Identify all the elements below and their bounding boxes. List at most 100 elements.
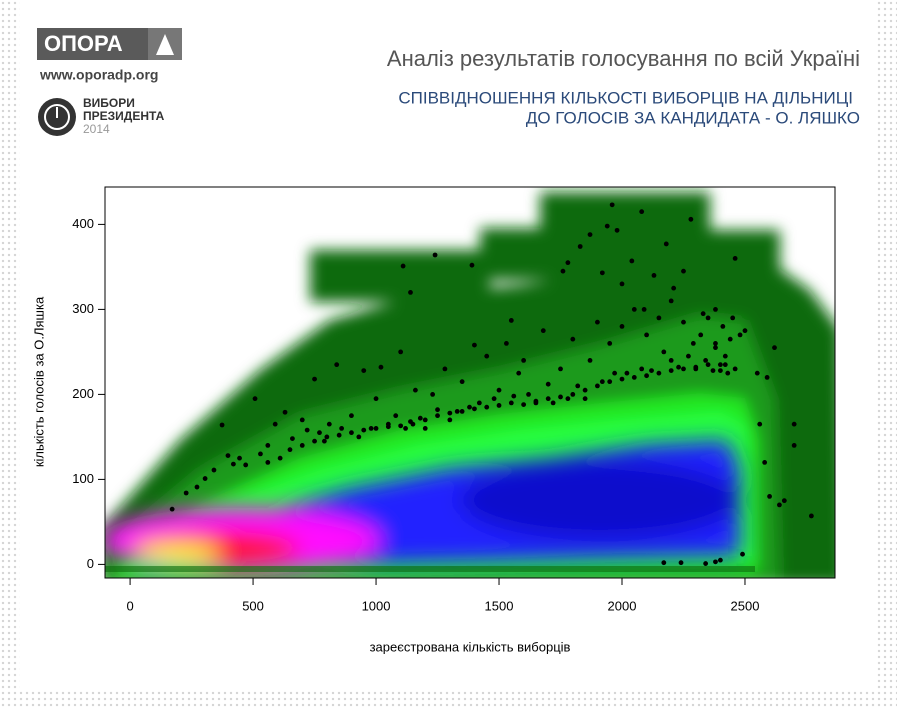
point [356,434,362,440]
point [400,263,406,269]
point [693,364,699,370]
point [717,362,723,368]
point [312,438,317,444]
point [430,392,436,397]
point [299,417,305,423]
point [727,336,733,342]
point [575,383,581,389]
point [469,262,475,268]
point [277,455,283,461]
point [705,362,711,368]
y-tick-label: 300 [72,301,94,316]
point [668,368,674,373]
point [777,502,782,508]
chart-title: Аналіз результатів голосування по всій У… [387,46,860,71]
x-tick-label: 0 [126,598,133,613]
point [403,426,408,431]
point [577,244,583,249]
point [599,379,605,385]
point [533,398,539,404]
point [408,290,413,295]
point [661,560,667,566]
point [570,336,576,342]
point [339,426,345,431]
point [299,443,305,448]
site: www.oporadp.org [39,67,158,83]
point [781,498,787,504]
point [700,311,706,317]
point [560,268,566,274]
plot-frame [104,186,836,579]
point [504,341,509,346]
point [225,453,231,458]
point [252,396,258,402]
point [791,443,797,448]
point [713,307,718,312]
point [582,387,588,393]
point [521,358,527,363]
point [219,422,225,428]
point [663,241,669,247]
point [717,368,723,373]
point [713,559,718,565]
chart-subtitle: ДО ГОЛОСІВ ЗА КАНДИДАТА - О. ЛЯШКО [526,108,860,127]
point [649,368,654,373]
point [258,451,263,457]
point [385,424,391,430]
point [661,349,667,355]
x-tick-label: 500 [242,598,264,613]
point [703,561,709,566]
point [624,370,630,376]
point [705,315,711,321]
y-tick-label: 200 [72,386,94,401]
point [435,407,440,413]
point [631,375,637,380]
point [607,341,613,346]
point [230,461,236,467]
point [639,366,645,372]
point [508,318,514,323]
point [412,387,418,393]
point [587,358,593,363]
point [398,423,404,429]
point [686,353,691,359]
point [511,393,517,399]
point [447,417,453,423]
point [791,421,797,427]
point [690,341,696,346]
point [722,353,728,359]
point [304,427,310,433]
point [349,430,354,436]
point [681,268,686,274]
point [558,394,563,400]
x-tick-label: 2000 [608,598,637,613]
point [609,202,615,208]
point [762,460,768,465]
point [619,376,625,382]
point [720,324,726,329]
point [417,415,423,421]
point [631,307,637,312]
point [681,319,686,325]
election-year: 2014 [83,122,110,136]
point [476,400,482,406]
election-line: ПРЕЗИДЕНТА [83,109,165,123]
point [290,436,295,441]
x-axis-label: зареєстрована кількість виборців [370,639,571,654]
point [772,345,777,351]
density [105,192,835,578]
point [516,370,522,376]
point [442,366,448,372]
point [698,332,704,338]
point [422,417,428,423]
point [619,324,625,329]
point [361,427,367,433]
point [491,396,497,402]
point [459,409,465,414]
point [570,392,576,397]
point [484,404,490,410]
point [717,557,723,563]
logo-text: ОПОРА [44,31,123,56]
